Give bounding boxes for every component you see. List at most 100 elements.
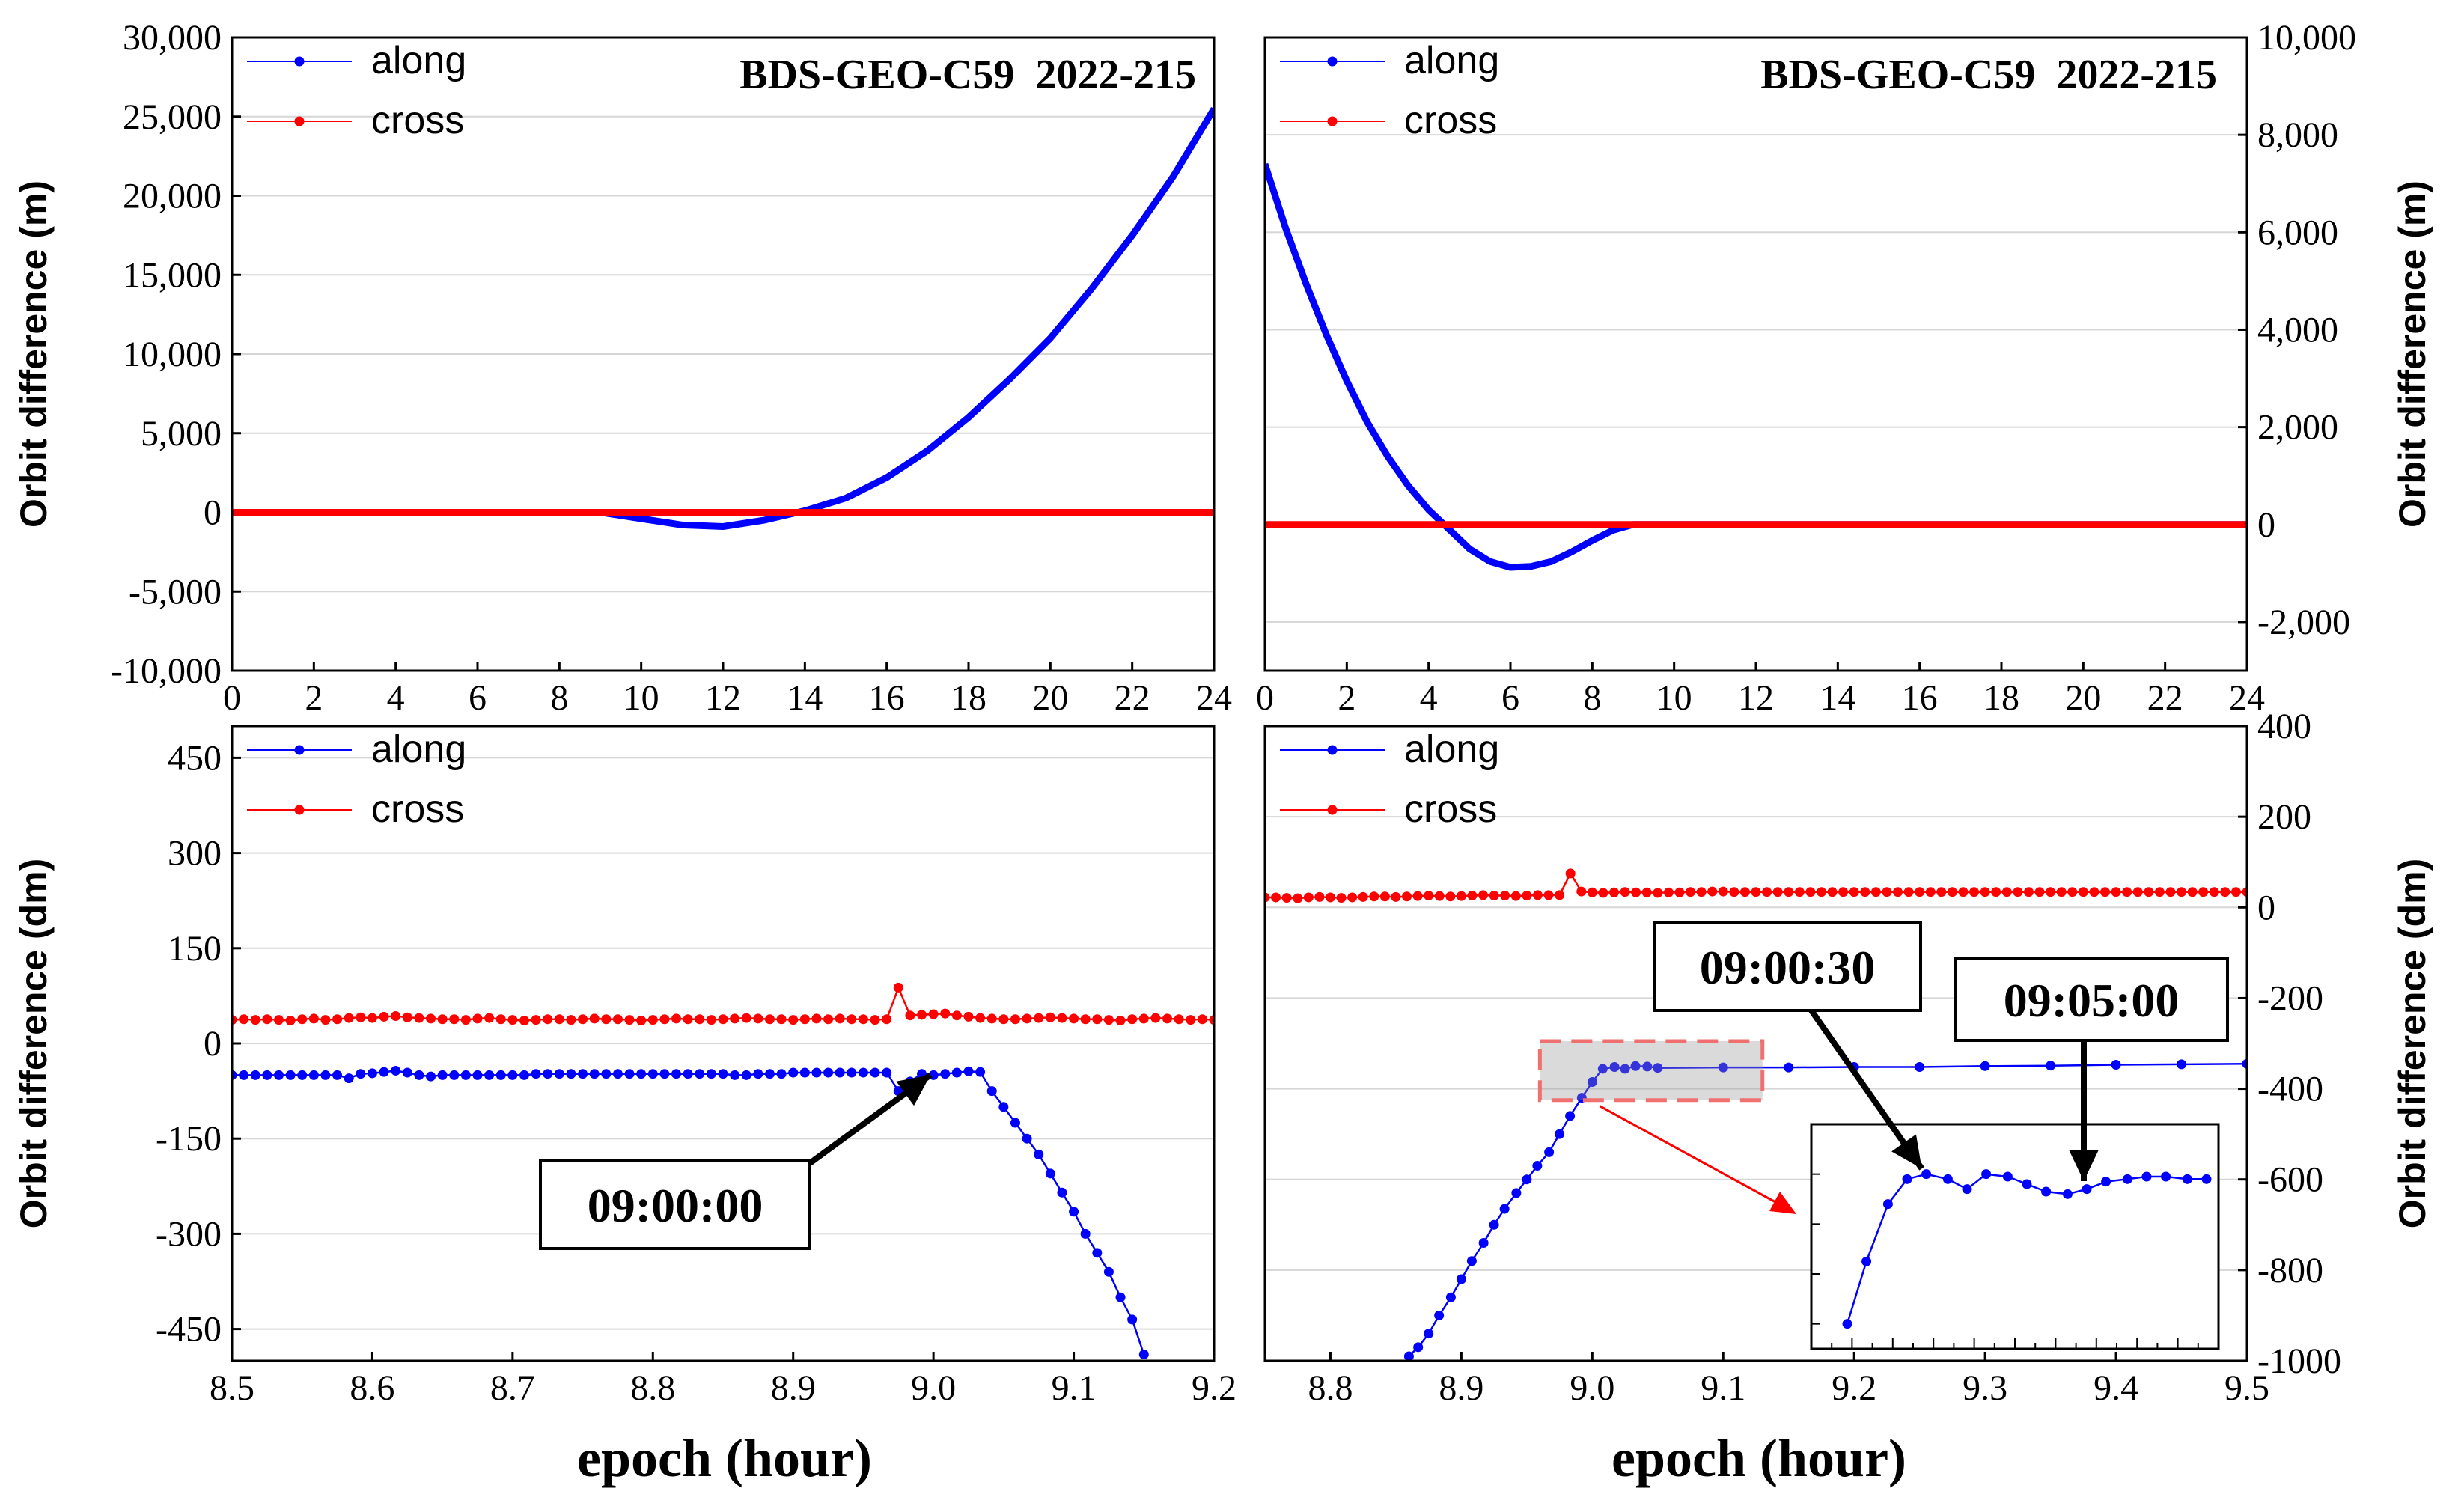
data-point-cross bbox=[2122, 887, 2132, 897]
data-point-along bbox=[741, 1070, 751, 1080]
data-point-cross bbox=[1057, 1013, 1067, 1023]
legend-label-along: along bbox=[371, 39, 466, 82]
series-group bbox=[1265, 868, 2247, 1361]
y-tick-label: 10,000 bbox=[2257, 18, 2356, 58]
data-point-cross bbox=[273, 1015, 284, 1025]
data-point-along bbox=[1138, 1350, 1149, 1360]
data-point-cross bbox=[870, 1015, 880, 1025]
data-point-cross bbox=[811, 1013, 822, 1024]
inset-data-point bbox=[2062, 1189, 2073, 1199]
y-tick-label: 4,000 bbox=[2257, 310, 2338, 350]
data-point-along bbox=[1022, 1133, 1032, 1144]
x-tick-label: 14 bbox=[787, 678, 823, 718]
data-point-cross bbox=[1445, 891, 1456, 902]
data-point-along bbox=[963, 1066, 974, 1076]
chart-title: BDS-GEO-C59 2022-215 bbox=[1760, 52, 2217, 98]
y-tick-label: 20,000 bbox=[123, 177, 222, 216]
x-tick-label: 16 bbox=[1902, 678, 1938, 718]
data-point-along bbox=[882, 1067, 892, 1078]
data-point-cross bbox=[799, 1014, 810, 1025]
data-point-along bbox=[823, 1067, 834, 1078]
data-point-cross bbox=[986, 1013, 997, 1024]
x-tick-label: 22 bbox=[2147, 678, 2183, 718]
y-tick-label: -1000 bbox=[2257, 1341, 2341, 1381]
data-point-cross bbox=[1882, 887, 1892, 897]
data-point-along bbox=[320, 1070, 331, 1080]
annotation-090500: 09:05:00 bbox=[1954, 957, 2229, 1042]
data-point-along bbox=[870, 1067, 880, 1078]
data-point-cross bbox=[1314, 891, 1325, 902]
data-point-cross bbox=[531, 1015, 541, 1025]
series-line-along bbox=[1265, 162, 2247, 571]
data-point-along bbox=[2242, 1058, 2247, 1069]
data-point-cross bbox=[1325, 892, 1335, 903]
legend-label-cross: cross bbox=[371, 787, 464, 831]
data-point-cross bbox=[2220, 887, 2230, 897]
data-point-along bbox=[730, 1070, 740, 1080]
data-point-cross bbox=[823, 1014, 834, 1025]
annotation-090000-text: 09:00:00 bbox=[588, 1179, 763, 1232]
data-point-cross bbox=[1489, 891, 1499, 901]
legend-label-along: along bbox=[371, 728, 466, 771]
data-point-along bbox=[659, 1069, 670, 1079]
data-point-along bbox=[835, 1067, 845, 1078]
data-point-along bbox=[460, 1070, 471, 1080]
legend-marker-along bbox=[1327, 745, 1338, 755]
data-point-along bbox=[1544, 1147, 1555, 1157]
inset-data-point bbox=[1842, 1319, 1852, 1329]
data-point-along bbox=[1434, 1310, 1445, 1320]
inset-data-point bbox=[2101, 1177, 2111, 1187]
legend-marker-cross bbox=[294, 805, 305, 815]
data-point-cross bbox=[1598, 888, 1608, 898]
data-point-cross bbox=[1686, 887, 1696, 897]
data-point-along bbox=[1466, 1256, 1477, 1266]
data-point-cross bbox=[239, 1014, 249, 1025]
data-point-cross bbox=[519, 1015, 529, 1025]
series-group bbox=[1265, 162, 2247, 571]
y-tick-label: 0 bbox=[2257, 505, 2275, 545]
data-point-cross bbox=[2078, 887, 2088, 897]
data-point-along bbox=[1045, 1168, 1055, 1179]
data-point-cross bbox=[2187, 887, 2198, 897]
data-point-along bbox=[986, 1086, 997, 1097]
legend-item-along: along bbox=[1280, 39, 1499, 82]
data-point-along bbox=[1445, 1292, 1456, 1302]
data-point-along bbox=[239, 1070, 249, 1080]
data-point-along bbox=[344, 1073, 354, 1084]
data-point-along bbox=[495, 1070, 506, 1080]
data-point-cross bbox=[1138, 1013, 1149, 1024]
x-tick-label: 8 bbox=[550, 678, 568, 718]
annotation-arrow-090500-head bbox=[2069, 1150, 2099, 1181]
data-point-cross bbox=[1631, 887, 1641, 897]
data-point-cross bbox=[2144, 887, 2154, 897]
x-tick-label: 9.2 bbox=[1192, 1368, 1236, 1408]
chart-bottom-right: -1000 -800 -600 -400 -200 0 200 400 8.8 8.9 9.0 9.1… bbox=[1263, 707, 2433, 1408]
data-point-cross bbox=[2056, 887, 2067, 897]
data-point-along bbox=[367, 1068, 377, 1079]
data-point-cross bbox=[706, 1015, 716, 1025]
y-tick-label: -400 bbox=[2257, 1070, 2323, 1109]
data-point-cross bbox=[659, 1014, 670, 1025]
data-point-cross bbox=[963, 1011, 974, 1022]
y-tick-label: 200 bbox=[2257, 797, 2311, 837]
y-tick-label: -450 bbox=[156, 1310, 222, 1350]
data-point-along bbox=[718, 1069, 728, 1079]
legend-marker-cross bbox=[1327, 116, 1338, 126]
x-tick-label: 18 bbox=[951, 678, 986, 718]
data-point-along bbox=[951, 1067, 962, 1078]
data-point-along bbox=[1522, 1174, 1532, 1185]
data-point-cross bbox=[2099, 887, 2110, 897]
data-point-cross bbox=[356, 1012, 366, 1022]
data-point-along bbox=[356, 1069, 366, 1079]
data-point-cross bbox=[1379, 891, 1390, 902]
data-point-cross bbox=[893, 982, 903, 993]
data-point-cross bbox=[297, 1014, 308, 1025]
legend-label-along: along bbox=[1404, 39, 1499, 82]
data-point-along bbox=[847, 1067, 857, 1078]
legend-marker-cross bbox=[1327, 805, 1338, 815]
data-point-along bbox=[706, 1069, 716, 1079]
x-tick-label: 20 bbox=[2065, 678, 2101, 718]
data-point-along bbox=[1980, 1061, 1990, 1071]
y-tick-label: 15,000 bbox=[123, 255, 222, 295]
